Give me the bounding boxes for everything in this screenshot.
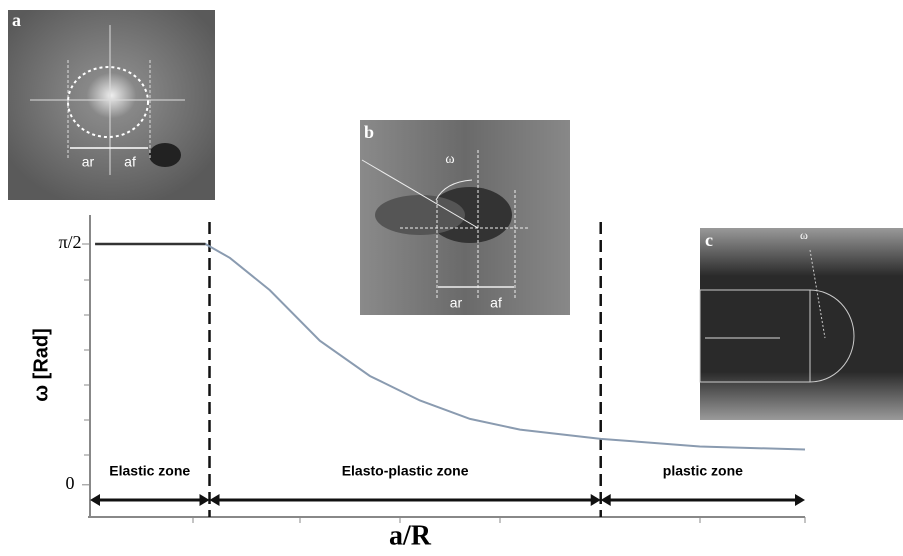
- zone-label: Elastic zone: [109, 463, 190, 479]
- zone-label: Elasto-plastic zone: [342, 463, 469, 479]
- inset-label: ω: [800, 228, 808, 242]
- inset-label: ω: [445, 152, 454, 167]
- curve: [95, 243, 806, 451]
- inset-letter: c: [705, 230, 713, 250]
- zone-label: plastic zone: [663, 463, 743, 479]
- inset-letter: b: [364, 122, 374, 142]
- inset-label: ar: [450, 295, 463, 311]
- y-tick-label: 0: [66, 473, 75, 493]
- inset-letter: a: [12, 10, 21, 30]
- inset-b: b ω ar af: [360, 120, 570, 315]
- inset-label: af: [490, 295, 502, 311]
- x-axis-label: a/R: [389, 520, 432, 551]
- y-minor-ticks: [84, 279, 90, 456]
- y-tick-label: π/2: [58, 232, 81, 252]
- inset-label: af: [124, 154, 136, 170]
- inset-label: ar: [82, 154, 95, 170]
- inset-c: c ω: [699, 228, 903, 420]
- y-axis-label: ω [Rad]: [30, 328, 52, 402]
- x-minor-ticks: [192, 517, 806, 523]
- inset-a: a ar af: [8, 10, 215, 200]
